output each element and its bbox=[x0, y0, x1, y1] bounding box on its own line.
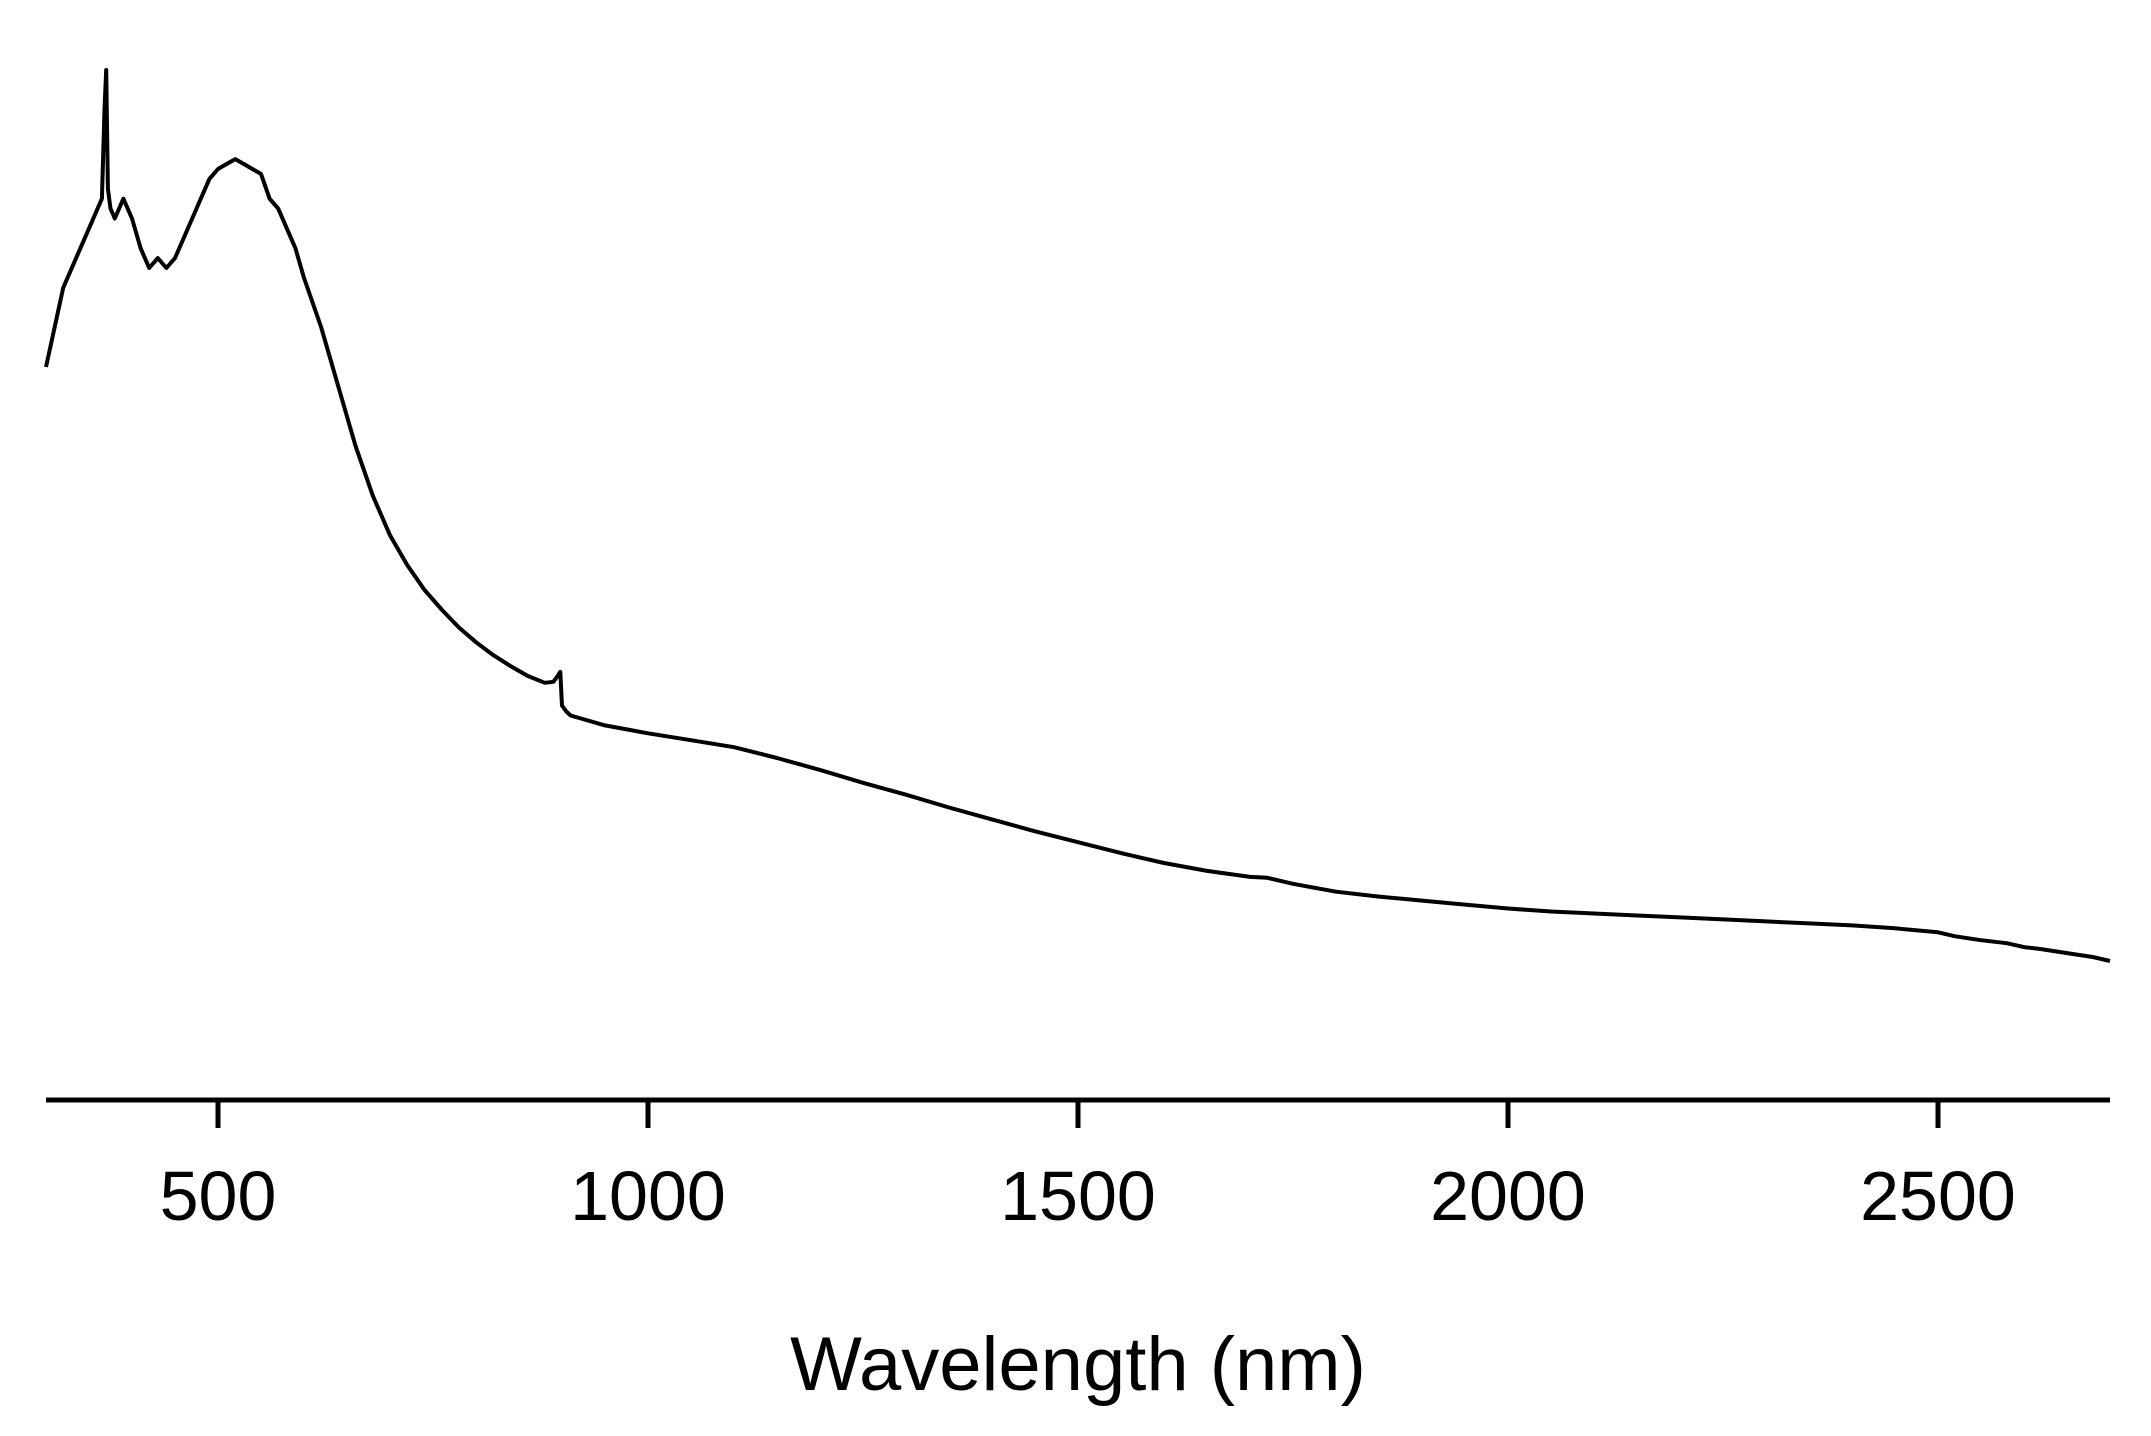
x-tick-label: 500 bbox=[160, 1157, 277, 1235]
x-tick-label: 2000 bbox=[1430, 1157, 1586, 1235]
x-axis: 500 1000 1500 2000 2500 Wavelength (nm) bbox=[46, 1097, 2110, 1407]
x-tick-label: 1500 bbox=[1000, 1157, 1156, 1235]
series-line bbox=[44, 68, 2111, 963]
x-tick-labels: 500 1000 1500 2000 2500 bbox=[160, 1157, 2016, 1235]
x-ticks bbox=[215, 1100, 1941, 1128]
x-axis-title: Wavelength (nm) bbox=[790, 1322, 1366, 1407]
x-tick-label: 2500 bbox=[1860, 1157, 2016, 1235]
x-tick-label: 1000 bbox=[570, 1157, 726, 1235]
plot-line-group bbox=[44, 68, 2111, 963]
